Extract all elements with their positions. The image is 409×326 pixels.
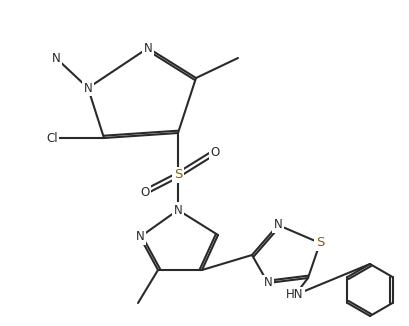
Text: Cl: Cl (46, 131, 58, 144)
Text: N: N (263, 276, 272, 289)
Text: O: O (210, 145, 219, 158)
Text: HN: HN (285, 289, 303, 302)
Text: S: S (315, 236, 324, 249)
Text: N: N (143, 41, 152, 54)
Text: S: S (173, 169, 182, 182)
Text: N: N (135, 230, 144, 244)
Text: O: O (140, 185, 149, 199)
Text: N: N (52, 52, 60, 65)
Text: N: N (173, 203, 182, 216)
Text: N: N (273, 218, 282, 231)
Text: N: N (83, 82, 92, 95)
